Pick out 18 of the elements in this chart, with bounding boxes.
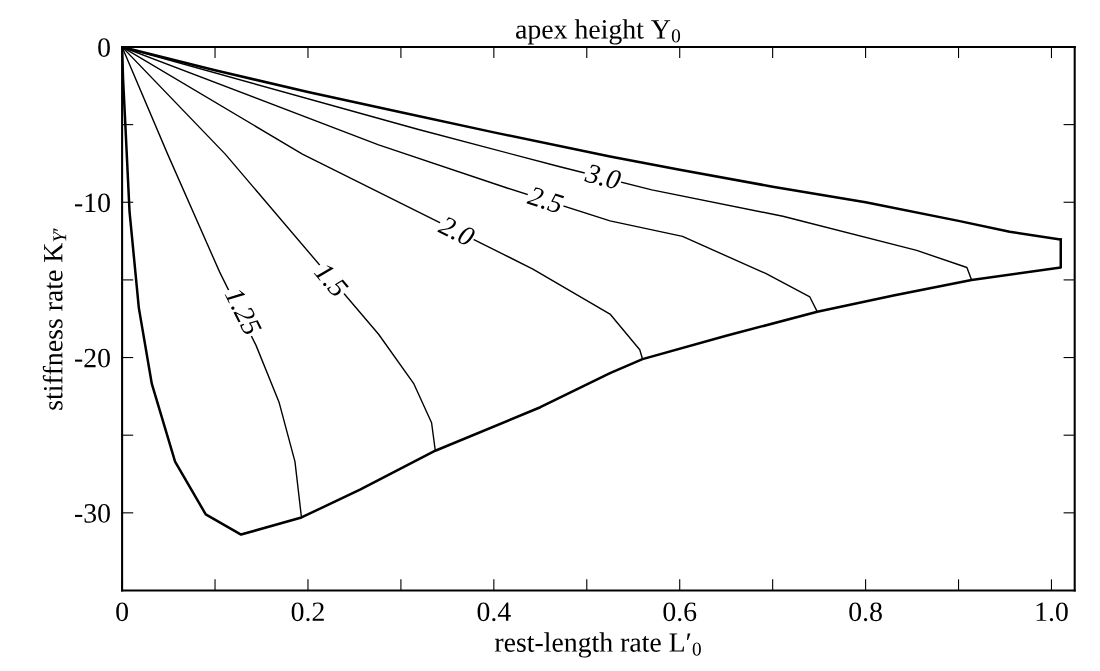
x-tick-label: 1.0 xyxy=(1036,602,1068,622)
x-tick-label: 0 xyxy=(116,602,128,622)
y-tick-label: -10 xyxy=(74,193,110,213)
annotation: 2.5 xyxy=(526,185,565,215)
x-tick-label: 0.4 xyxy=(477,602,511,622)
annotation: 1.5 xyxy=(313,261,349,299)
y-axis-title: stiffness rate K$_{Y′}$ xyxy=(42,228,67,410)
y-tick-label: -20 xyxy=(74,348,110,368)
annotation: 2.0 xyxy=(437,215,477,248)
annotation: 1.25 xyxy=(224,286,262,337)
x-tick-label: 0.2 xyxy=(291,602,324,622)
x-tick-label: 0.8 xyxy=(849,602,882,622)
x-axis-title: rest-length rate L′$_{0}$ xyxy=(494,632,701,658)
y-tick-label: 0 xyxy=(98,38,110,57)
x-tick-label: 0.6 xyxy=(663,602,697,622)
annotation: 3.0 xyxy=(583,163,622,190)
chart-title: apex height Y$_{0}$ xyxy=(516,19,681,45)
y-tick-label: -30 xyxy=(74,504,110,523)
